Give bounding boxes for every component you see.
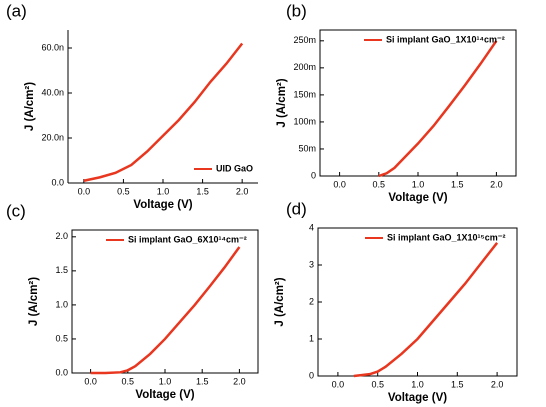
x-tick-label: 1.5 — [196, 186, 209, 196]
legend-label: Si implant GaO_1X10¹⁵cm⁻² — [387, 232, 506, 242]
y-tick-label: 250m — [293, 35, 316, 45]
y-tick-label: 1.5 — [55, 265, 68, 275]
x-tick-label: 1.5 — [451, 379, 464, 389]
x-tick-label: 1.5 — [196, 376, 209, 386]
x-axis-label: Voltage (V) — [388, 392, 447, 404]
y-tick-label: 150m — [293, 89, 316, 99]
y-tick-label: 0 — [309, 370, 314, 380]
y-tick-label: 100m — [293, 116, 316, 126]
panel-label: (b) — [286, 1, 307, 20]
y-tick-label: 3 — [309, 259, 314, 269]
plot-frame — [71, 229, 259, 374]
x-tick-label: 2.0 — [490, 179, 503, 189]
y-axis-label: J (A/cm²) — [274, 277, 286, 326]
y-tick-label: 0 — [311, 170, 316, 180]
x-tick-label: 2.0 — [491, 379, 504, 389]
x-tick-label: 0.5 — [373, 179, 386, 189]
x-tick-label: 2.0 — [236, 186, 249, 196]
x-axis-label: Voltage (V) — [388, 192, 447, 204]
x-tick-label: 1.0 — [159, 376, 172, 386]
panel-label: (d) — [286, 199, 307, 218]
y-tick-label: 40.0n — [41, 87, 64, 97]
legend-label: Si implant GaO_6X10¹⁴cm⁻² — [128, 234, 247, 244]
data-line — [378, 40, 498, 178]
y-axis-label: J (A/cm²) — [28, 277, 40, 326]
y-tick-label: 0.5 — [55, 333, 68, 343]
data-line — [90, 246, 241, 375]
y-tick-label: 60.0n — [41, 42, 64, 52]
y-tick-label: 1 — [309, 333, 314, 343]
x-tick-label: 0.5 — [117, 186, 130, 196]
y-tick-label: 2 — [309, 296, 314, 306]
y-axis-label: J (A/cm²) — [276, 78, 288, 127]
y-tick-label: 1.0 — [55, 299, 68, 309]
panel-label: (a) — [6, 1, 27, 20]
y-tick-label: 200m — [293, 62, 316, 72]
x-axis-label: Voltage (V) — [133, 199, 192, 211]
x-tick-label: 0.5 — [122, 376, 135, 386]
x-tick-label: 2.0 — [233, 376, 246, 386]
legend-label: UID GaO — [216, 163, 253, 173]
plot-frame — [319, 29, 517, 177]
plot-frame — [317, 227, 518, 377]
x-tick-label: 1.0 — [411, 379, 424, 389]
x-tick-label: 0.0 — [333, 179, 346, 189]
y-tick-label: 0.0 — [55, 367, 68, 377]
x-tick-label: 0.0 — [78, 186, 91, 196]
x-tick-label: 0.0 — [332, 379, 345, 389]
panel-label: (c) — [6, 201, 26, 220]
y-tick-label: 20.0n — [41, 132, 64, 142]
data-line — [83, 42, 244, 182]
legend-label: Si implant GaO_1X10¹⁴cm⁻² — [386, 34, 505, 44]
y-tick-label: 4 — [309, 222, 314, 232]
x-tick-label: 1.0 — [157, 186, 170, 196]
x-axis-label: Voltage (V) — [135, 389, 194, 401]
y-tick-label: 0.0 — [51, 177, 64, 187]
data-line — [353, 242, 499, 378]
y-axis-label: J (A/cm²) — [24, 82, 36, 131]
x-tick-label: 0.0 — [84, 376, 97, 386]
y-tick-label: 2.0 — [55, 231, 68, 241]
x-tick-label: 0.5 — [371, 379, 384, 389]
x-tick-label: 1.0 — [412, 179, 425, 189]
x-tick-label: 1.5 — [451, 179, 464, 189]
y-tick-label: 50m — [298, 143, 316, 153]
